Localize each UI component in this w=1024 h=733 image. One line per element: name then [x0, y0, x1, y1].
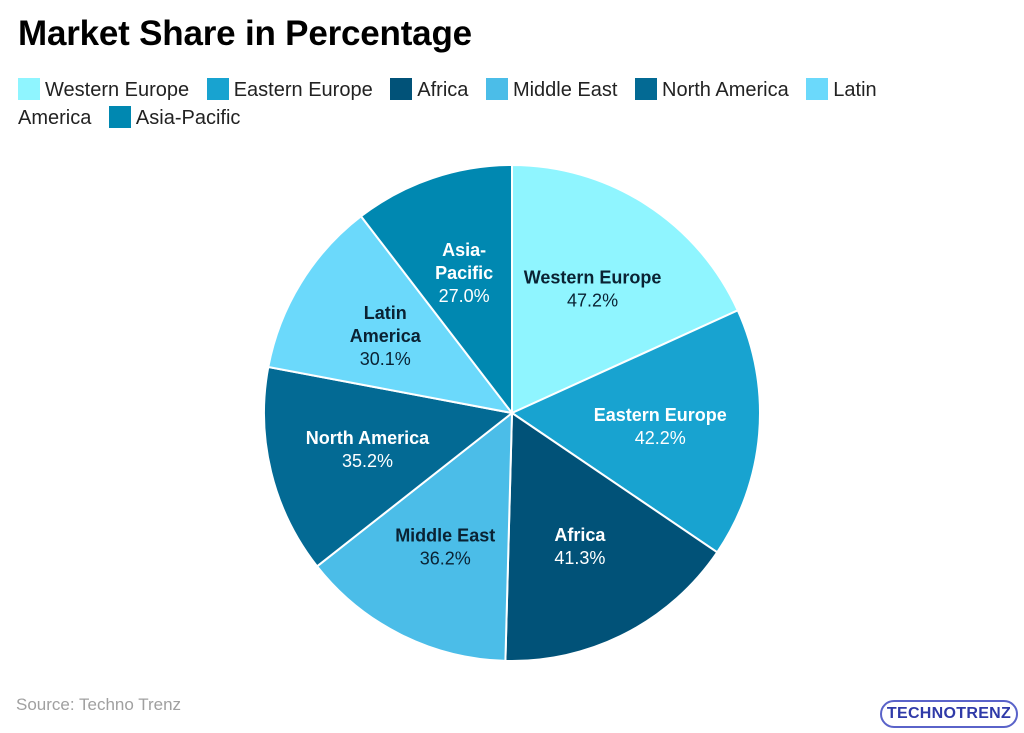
legend-label: Asia-Pacific	[135, 107, 241, 129]
pie-slice-latin-america	[267, 214, 515, 415]
slice-label-group: Africa 41.3%	[554, 525, 606, 568]
pie-slice-western-europe	[511, 163, 740, 415]
legend-swatch	[108, 106, 131, 128]
legend-swatch	[18, 78, 40, 100]
slice-label-group: Eastern Europe 42.2%	[594, 405, 727, 448]
slice-label: Pacific	[435, 263, 493, 283]
slice-label-group: North America 35.2%	[306, 428, 430, 471]
slice-label: Asia-	[442, 240, 486, 260]
slice-label-group: Asia- Pacific 27.0%	[435, 240, 493, 306]
legend-swatch	[485, 78, 508, 100]
slice-label: Latin	[364, 303, 407, 323]
slice-label-group: Middle East 36.2%	[395, 525, 495, 568]
legend-item: Middle East	[485, 78, 618, 101]
slice-value-label: 47.2%	[567, 290, 618, 310]
legend-swatch	[806, 78, 829, 100]
slice-label: North America	[306, 428, 430, 448]
pie-slice-eastern-europe	[509, 309, 761, 554]
slice-label: Western Europe	[524, 267, 662, 287]
chart-title: Market Share in Percentage	[18, 14, 472, 53]
slice-label: Middle East	[395, 525, 495, 545]
legend-label: North America	[662, 79, 789, 101]
legend-item: North America	[635, 78, 789, 101]
legend-item: Eastern Europe	[206, 78, 373, 101]
legend-item: Latin America	[18, 78, 877, 129]
legend-swatch	[390, 78, 413, 100]
legend-item: Africa	[390, 78, 469, 101]
pie-slice-north-america	[263, 365, 515, 568]
slice-label-group: Latin America 30.1%	[350, 303, 422, 369]
legend-label: Latin America	[18, 79, 877, 129]
slice-label: Africa	[554, 525, 606, 545]
pie-slice-middle-east	[315, 410, 514, 662]
slice-label: Eastern Europe	[594, 405, 727, 425]
chart-legend: Western Europe Eastern Europe Africa Mid…	[18, 76, 918, 132]
legend-swatch	[206, 78, 229, 100]
slice-value-label: 30.1%	[360, 349, 411, 369]
slice-value-label: 36.2%	[420, 548, 471, 568]
legend-swatch	[635, 78, 658, 100]
legend-label: Western Europe	[45, 79, 190, 101]
legend-item: Western Europe	[18, 78, 190, 101]
pie-slice-asia-pacific	[359, 163, 513, 416]
pie-slice-africa	[504, 411, 719, 662]
legend-label: Africa	[417, 79, 469, 101]
slice-value-label: 35.2%	[342, 451, 393, 471]
source-note: Source: Techno Trenz	[16, 695, 182, 714]
legend-item: Asia-Pacific	[108, 106, 241, 129]
slice-value-label: 42.2%	[635, 428, 686, 448]
slice-value-label: 41.3%	[554, 548, 605, 568]
slice-label: America	[350, 326, 422, 346]
slice-value-label: 27.0%	[439, 286, 490, 306]
slice-label-group: Western Europe 47.2%	[524, 267, 662, 310]
legend-label: Middle East	[512, 79, 618, 101]
legend-label: Eastern Europe	[233, 79, 373, 101]
technotrenz-logo: TECHNOTRENZ	[880, 700, 1018, 728]
